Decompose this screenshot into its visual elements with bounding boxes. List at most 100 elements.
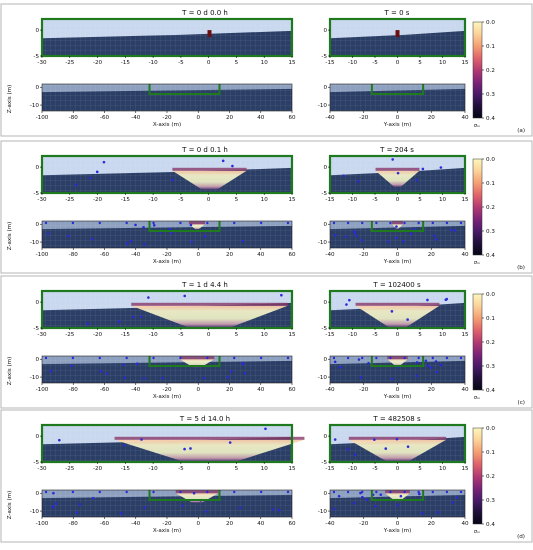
xz-bottom-mesh	[42, 84, 292, 111]
yz-top-marker	[391, 158, 394, 161]
yz-bottom-xtick-label: 0	[396, 115, 400, 121]
yz-bottom-surface-marker	[346, 356, 350, 360]
yz-bottom-frame	[370, 490, 425, 501]
xz-top-xtick-label: 10	[261, 332, 269, 338]
xz-top-xtick-label: -15	[121, 466, 131, 472]
xz-top-ztick-label: 0	[35, 165, 39, 171]
xz-top-marker	[89, 176, 92, 180]
yz-top-xtick-label: 5	[418, 332, 422, 338]
yz-top-xtick-label: 0	[396, 332, 400, 338]
yz-bottom-marker	[420, 511, 424, 515]
yz-bottom-surface-marker	[459, 221, 463, 225]
xz-bottom-ztick-label: -10	[30, 375, 40, 381]
yz-bottom-ztick-label: -10	[318, 103, 328, 109]
yz-top-xtick-label: -5	[372, 197, 378, 203]
xz-bottom-xtick-label: -20	[162, 252, 172, 258]
yz-bottom-surface-marker	[459, 356, 463, 360]
xz-bottom-xtick-label: -100	[36, 115, 49, 121]
xz-bottom-xtick-label: -100	[36, 387, 49, 393]
yz-bottom-marker	[360, 238, 364, 242]
xz-bottom-xtick-label: 20	[226, 387, 234, 393]
xz-bottom-xtick-label: 20	[226, 521, 234, 527]
yz-bottom-surface-marker	[389, 221, 392, 225]
xz-top-xtick-label: 5	[235, 332, 239, 338]
xz-top-xtick-label: -20	[93, 332, 103, 338]
xz-bottom-xtick-label: 0	[196, 521, 200, 527]
xz-top-marker	[221, 159, 225, 163]
xz-top-plume	[172, 170, 247, 190]
colorbar-tick-label: 0.1	[486, 44, 495, 50]
yz-bottom-marker	[361, 495, 364, 499]
xz-bottom-marker	[143, 506, 147, 509]
colorbar-tick-label: 0.2	[486, 68, 495, 74]
xz-top-xtick-label: 10	[261, 466, 269, 472]
yz-top-marker	[396, 171, 400, 175]
yz-bottom-frame	[370, 356, 425, 367]
yz-bottom-marker	[449, 228, 453, 232]
xz-bottom-ztick-label: -10	[30, 240, 40, 246]
yz-bottom-marker	[344, 235, 348, 238]
xz-top-plume-surface	[172, 167, 247, 171]
xz-bottom-xtick-label: -40	[131, 252, 141, 258]
yz-top-ztick-label: 0	[323, 300, 327, 306]
yz-bottom-plume	[385, 493, 410, 502]
yz-bottom-marker	[396, 504, 399, 507]
xz-bottom-marker	[229, 370, 233, 373]
yz-bottom-ztick-label: 0	[323, 85, 327, 91]
yz-top-xtick-label: -10	[348, 332, 358, 338]
yz-bottom-surface-marker	[431, 221, 434, 225]
yz-bottom-xtick-label: -20	[359, 387, 369, 393]
yz-bottom-surface-marker	[403, 356, 406, 360]
colorbar-tick-label: 0.3	[486, 364, 495, 370]
xz-bottom-marker	[226, 375, 230, 379]
yz-bottom-surface-marker	[417, 356, 420, 360]
z-axis-label: Z-axis (m)	[7, 85, 13, 114]
z-axis-label: Z-axis (m)	[7, 357, 13, 386]
xz-top-xtick-label: -25	[65, 197, 75, 203]
colorbar-label: σₘ	[474, 529, 481, 535]
yz-bottom-marker	[334, 233, 337, 237]
xz-bottom-surface-marker	[179, 490, 182, 494]
yz-bottom-surface-marker	[346, 490, 350, 494]
yz-bottom-surface-marker	[332, 356, 336, 360]
xz-bottom-marker	[152, 223, 156, 227]
xz-top-xtick-label: 5	[235, 197, 239, 203]
xz-top-xtick-label: 10	[261, 197, 269, 203]
xz-bottom-marker	[91, 496, 95, 500]
colorbar	[472, 427, 483, 525]
xz-bottom-marker	[51, 505, 55, 508]
yz-bottom-xtick-label: 20	[428, 387, 436, 393]
colorbar-tick-label: 0.2	[486, 205, 495, 211]
yz-top-plume	[355, 305, 440, 328]
xz-bottom-xtick-label: 20	[226, 252, 234, 258]
title-right: T = 0 s	[384, 9, 410, 17]
yz-top-plume	[348, 439, 447, 462]
yz-bottom-xtick-label: 40	[461, 252, 469, 258]
yz-bottom-ztick-label: -10	[318, 509, 328, 515]
xz-top-marker	[132, 315, 135, 319]
yz-bottom-marker	[357, 358, 361, 361]
yz-bottom-xtick-label: -20	[359, 252, 369, 258]
yz-bottom-xtick-label: 0	[396, 387, 400, 393]
yz-top-xtick-label: 0	[396, 466, 400, 472]
yz-top-xtick-label: -5	[372, 332, 378, 338]
xz-bottom-marker	[70, 364, 73, 368]
xz-bottom-surface-marker	[179, 221, 182, 225]
yz-bottom-marker	[359, 376, 363, 379]
xz-bottom-ztick-label: 0	[35, 491, 39, 497]
xz-bottom-marker	[99, 369, 103, 373]
yz-bottom-xtick-label: -40	[325, 115, 335, 121]
yz-bottom-ztick-label: 0	[323, 491, 327, 497]
panel-b: T = 0 d 0.1 h T = 204 s -30 -25 -20 -15 -10 -5 0…	[0, 140, 533, 274]
xz-bottom-marker	[46, 232, 50, 236]
xz-top-marker	[183, 447, 186, 451]
xz-top-xtick-label: -30	[37, 466, 47, 472]
yz-top-xtick-label: -15	[325, 332, 335, 338]
xz-bottom-marker	[170, 231, 173, 235]
xz-bottom-marker	[90, 237, 94, 241]
xz-bottom-marker	[181, 504, 184, 508]
yz-top-ztick-label: 0	[323, 165, 327, 171]
yz-top-marker	[444, 298, 448, 302]
xz-top-frame	[40, 423, 294, 464]
colorbar-tick-label: 0.1	[486, 450, 495, 456]
